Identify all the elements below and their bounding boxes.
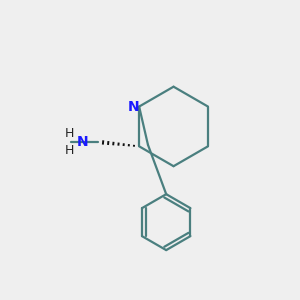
Text: N: N (77, 135, 88, 149)
Text: H: H (65, 127, 75, 140)
Text: N: N (128, 100, 140, 114)
Text: H: H (65, 144, 75, 157)
